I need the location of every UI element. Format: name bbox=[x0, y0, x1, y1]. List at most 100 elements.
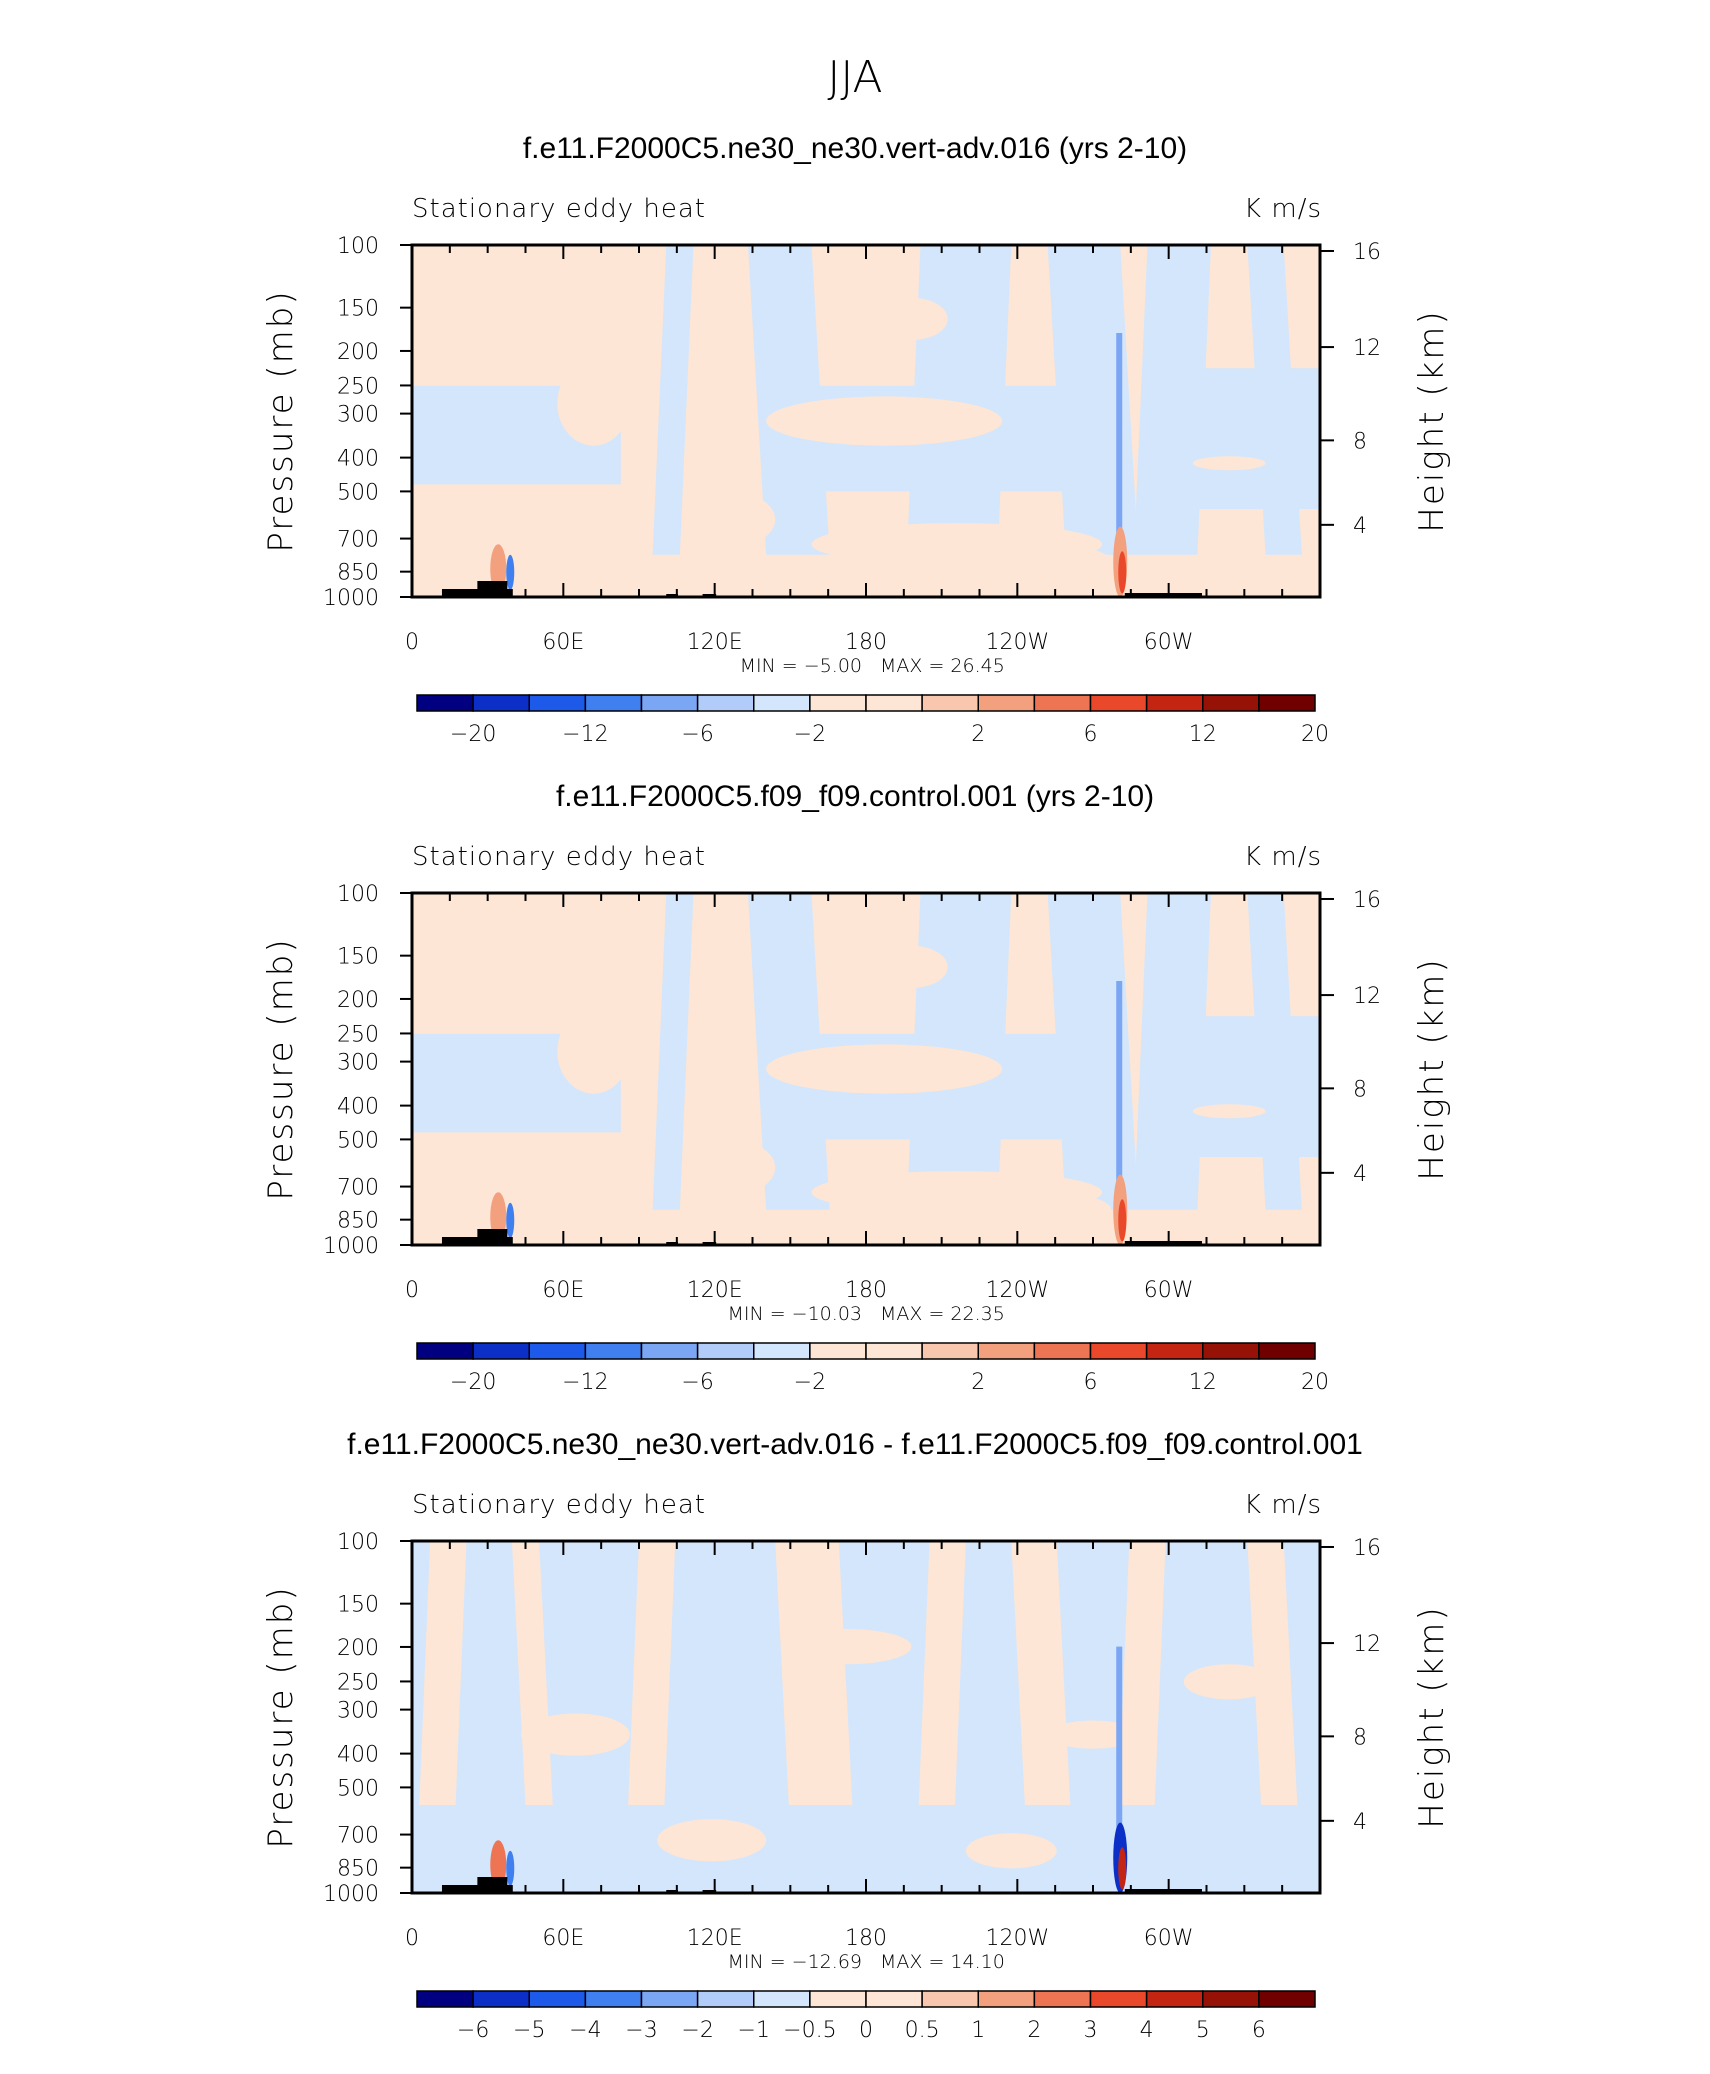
panel-title: f.e11.F2000C5.ne30_ne30.vert-adv.016 - f… bbox=[347, 1428, 1363, 1461]
colorbar-label: 6 bbox=[1084, 1370, 1098, 1395]
positive-region bbox=[1183, 1664, 1275, 1700]
y-tick-label: 250 bbox=[337, 1670, 379, 1695]
positive-region bbox=[984, 1192, 1112, 1228]
y-tick-label: 700 bbox=[337, 1176, 379, 1201]
colorbar-box bbox=[865, 694, 923, 712]
core-feature bbox=[1118, 1199, 1127, 1242]
figure-title: JJA bbox=[827, 52, 882, 103]
colorbar-label: 2 bbox=[971, 722, 985, 747]
y2-tick-label: 12 bbox=[1353, 984, 1381, 1009]
colorbar-label: 20 bbox=[1301, 1370, 1329, 1395]
terrain bbox=[477, 581, 508, 597]
colorbar-label: 3 bbox=[1084, 2018, 1098, 2043]
colorbar-label: 6 bbox=[1084, 722, 1098, 747]
contour-field bbox=[412, 893, 1320, 1245]
x-tick-label: 120E bbox=[687, 1926, 743, 1951]
y2-tick-label: 16 bbox=[1353, 1536, 1381, 1561]
y-tick-label: 250 bbox=[337, 374, 379, 399]
y-tick-label: 850 bbox=[337, 1209, 379, 1234]
colorbar-label: −4 bbox=[569, 2018, 601, 2043]
colorbar-label: 0.5 bbox=[905, 2018, 940, 2043]
x-tick-label: 60W bbox=[1144, 1926, 1194, 1951]
left-label: Stationary eddy heat bbox=[412, 1490, 706, 1520]
terrain bbox=[1124, 593, 1202, 597]
positive-region bbox=[557, 1009, 630, 1094]
negative-core bbox=[1116, 981, 1123, 1193]
y-tick-label: 1000 bbox=[323, 1234, 379, 1259]
negative-region bbox=[652, 245, 694, 555]
colorbar-box bbox=[1258, 1342, 1316, 1360]
y2-axis-label: Height (km) bbox=[1412, 309, 1452, 532]
colorbar-label: −0.5 bbox=[783, 2018, 836, 2043]
colorbar-box bbox=[472, 694, 530, 712]
terrain bbox=[1124, 1241, 1202, 1245]
colorbar-box bbox=[809, 694, 867, 712]
colorbar-box bbox=[1089, 1990, 1148, 2008]
y2-tick-label: 8 bbox=[1353, 429, 1367, 454]
colorbar-label: −2 bbox=[794, 722, 826, 747]
positive-region bbox=[918, 1541, 966, 1805]
positive-region bbox=[1247, 1541, 1298, 1805]
y-tick-label: 150 bbox=[337, 297, 379, 322]
y2-axis-label: Height (km) bbox=[1412, 1605, 1452, 1828]
colorbar-label: 12 bbox=[1189, 1370, 1217, 1395]
colorbar-box bbox=[584, 1342, 643, 1360]
colorbar-box bbox=[640, 1342, 699, 1360]
colorbar-box bbox=[1202, 694, 1260, 712]
units-label: K m/s bbox=[1244, 194, 1322, 224]
colorbar-box bbox=[1258, 1990, 1316, 2008]
y-tick-label: 1000 bbox=[323, 1882, 379, 1907]
min-readout: MIN = −12.69 bbox=[727, 1951, 862, 1973]
positive-region bbox=[557, 361, 630, 446]
positive-region bbox=[1192, 1104, 1266, 1119]
y-tick-label: 150 bbox=[337, 945, 379, 970]
negative-region bbox=[1156, 368, 1320, 509]
y2-tick-label: 16 bbox=[1353, 240, 1381, 265]
panel-title: f.e11.F2000C5.ne30_ne30.vert-adv.016 (yr… bbox=[523, 132, 1187, 165]
y-tick-label: 400 bbox=[337, 1095, 379, 1120]
colorbar-box bbox=[584, 1990, 643, 2008]
core-feature bbox=[1118, 551, 1127, 594]
positive-region bbox=[984, 544, 1112, 580]
colorbar-label: −2 bbox=[681, 2018, 713, 2043]
y-axis-label: Pressure (mb) bbox=[261, 937, 301, 1200]
colorbar-label: −1 bbox=[738, 2018, 770, 2043]
colorbar-label: −20 bbox=[450, 1370, 496, 1395]
positive-region bbox=[1047, 1720, 1139, 1749]
terrain bbox=[1124, 1889, 1202, 1893]
colorbar-box bbox=[640, 694, 699, 712]
positive-region bbox=[684, 491, 776, 548]
colorbar-box bbox=[1202, 1342, 1260, 1360]
y-tick-label: 500 bbox=[337, 480, 379, 505]
core-feature bbox=[506, 1202, 515, 1238]
colorbar-label: 2 bbox=[1027, 2018, 1041, 2043]
y-tick-label: 100 bbox=[337, 882, 379, 907]
x-tick-label: 120E bbox=[687, 630, 743, 655]
positive-region bbox=[766, 1044, 1003, 1094]
colorbar-box bbox=[416, 1990, 474, 2008]
x-tick-label: 180 bbox=[845, 1278, 887, 1303]
colorbar-box bbox=[1145, 1990, 1204, 2008]
positive-region bbox=[684, 1139, 776, 1196]
colorbar-label: −3 bbox=[625, 2018, 657, 2043]
colorbar-box bbox=[977, 694, 1036, 712]
y-tick-label: 300 bbox=[337, 403, 379, 428]
min-readout: MIN = −10.03 bbox=[727, 1303, 862, 1325]
colorbar-box bbox=[1089, 694, 1148, 712]
colorbar-box bbox=[1145, 694, 1204, 712]
colorbar-box bbox=[416, 1342, 474, 1360]
contour-field bbox=[412, 245, 1320, 597]
core-feature bbox=[506, 1850, 515, 1886]
colorbar-box bbox=[696, 1342, 755, 1360]
terrain bbox=[441, 1237, 513, 1245]
y-tick-label: 700 bbox=[337, 1824, 379, 1849]
units-label: K m/s bbox=[1244, 1490, 1322, 1520]
negative-region bbox=[652, 893, 694, 1210]
x-tick-label: 120E bbox=[687, 1278, 743, 1303]
colorbar-label: −2 bbox=[794, 1370, 826, 1395]
terrain bbox=[441, 589, 513, 597]
colorbar-box bbox=[753, 1990, 811, 2008]
y2-tick-label: 16 bbox=[1353, 888, 1381, 913]
y2-tick-label: 8 bbox=[1353, 1725, 1367, 1750]
max-readout: MAX = 14.10 bbox=[880, 1951, 1005, 1973]
